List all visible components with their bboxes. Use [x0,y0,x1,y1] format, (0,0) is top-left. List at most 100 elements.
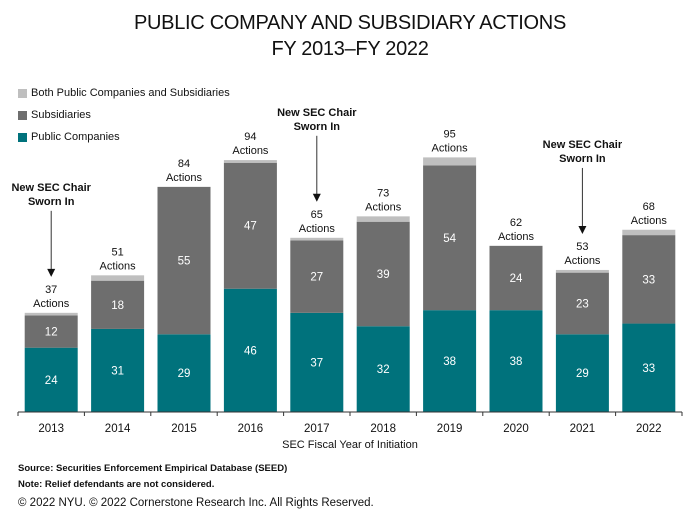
total-value-label: 53 [576,241,588,253]
bar-segment-subsidiaries [24,315,78,348]
bar-segment-both-public-companies-and-subsidiaries [356,216,410,222]
total-suffix-label: Actions [232,145,269,157]
bar-segment-both-public-companies-and-subsidiaries [223,160,277,163]
bar-segment-public-companies [356,326,410,412]
bar-segment-subsidiaries [223,162,277,289]
copyright: © 2022 NYU. © 2022 Cornerstone Research … [18,497,374,509]
annotation-arrow-head [47,268,56,277]
total-value-label: 94 [244,131,256,143]
total-suffix-label: Actions [166,172,203,184]
subtitle-line: FY 2013–FY 2022 [271,38,429,60]
segment-value-label: 33 [642,363,655,375]
x-tick-label: 2016 [238,423,264,435]
total-value-label: 68 [643,201,655,213]
segment-value-label: 24 [510,273,523,285]
bar-segment-both-public-companies-and-subsidiaries [290,237,344,241]
segment-value-label: 18 [111,300,124,312]
x-tick-label: 2022 [636,423,662,435]
bar-segment-both-public-companies-and-subsidiaries [555,269,609,273]
segment-value-label: 37 [310,357,323,369]
segment-value-label: 54 [443,233,456,245]
annotation-arrow-head [578,225,587,234]
x-axis-label: SEC Fiscal Year of Initiation [282,439,418,451]
bar-segment-subsidiaries [622,235,676,324]
segment-value-label: 39 [377,269,390,281]
note: Note: Relief defendants are not consider… [18,479,215,490]
x-tick-label: 2021 [570,423,596,435]
x-tick-label: 2013 [38,423,64,435]
x-tick-label: 2019 [437,423,463,435]
total-suffix-label: Actions [365,201,402,213]
bar-segment-public-companies [622,323,676,412]
legend: Both Public Companies and Subsidiaries S… [18,82,230,148]
segment-value-label: 55 [178,256,191,268]
segment-value-label: 12 [45,327,58,339]
segment-value-label: 27 [310,272,323,284]
bar-segment-public-companies [223,288,277,412]
bar-segment-subsidiaries [555,272,609,335]
annotation-line2: Sworn In [28,196,75,208]
segment-value-label: 29 [576,368,589,380]
segment-value-label: 33 [642,274,655,286]
legend-item-both: Both Public Companies and Subsidiaries [18,82,230,104]
bar-segment-subsidiaries [489,245,543,311]
bar-segment-both-public-companies-and-subsidiaries [622,229,676,236]
bar-segment-subsidiaries [423,165,477,311]
bar-segment-public-companies [489,310,543,412]
chart-title: PUBLIC COMPANY AND SUBSIDIARY ACTIONS FY… [0,10,700,62]
bar-segment-public-companies [555,334,609,412]
total-suffix-label: Actions [33,298,70,310]
bar-segment-subsidiaries [91,280,145,329]
x-tick-label: 2018 [370,423,396,435]
segment-value-label: 46 [244,345,257,357]
legend-label: Public Companies [31,131,120,143]
total-suffix-label: Actions [498,231,535,243]
x-tick-label: 2017 [304,423,330,435]
total-value-label: 95 [443,128,455,140]
source-note: Source: Securities Enforcement Empirical… [18,463,288,474]
total-value-label: 73 [377,187,389,199]
total-suffix-label: Actions [432,142,469,154]
total-suffix-label: Actions [100,260,137,272]
total-value-label: 84 [178,158,190,170]
total-suffix-label: Actions [631,215,668,227]
total-suffix-label: Actions [299,223,336,235]
bar-segment-subsidiaries [356,221,410,327]
legend-swatch [18,132,27,142]
segment-value-label: 29 [178,368,191,380]
total-value-label: 51 [111,246,123,258]
bar-segment-public-companies [423,310,477,412]
x-tick-label: 2015 [171,423,197,435]
annotation-arrow-head [312,193,321,202]
annotation-line2: Sworn In [294,121,341,133]
annotation-line2: Sworn In [559,153,606,165]
bar-segment-public-companies [24,347,78,412]
legend-item-subsidiaries: Subsidiaries [18,104,230,126]
segment-value-label: 23 [576,298,589,310]
bar-segment-both-public-companies-and-subsidiaries [423,157,477,166]
bar-segment-public-companies [157,334,211,412]
legend-label: Both Public Companies and Subsidiaries [31,87,230,99]
bar-segment-subsidiaries [290,240,344,313]
x-tick-label: 2014 [105,423,131,435]
segment-value-label: 38 [510,356,523,368]
total-value-label: 62 [510,217,522,229]
segment-value-label: 38 [443,356,456,368]
total-suffix-label: Actions [564,255,601,267]
bar-segment-subsidiaries [157,186,211,335]
segment-value-label: 24 [45,375,58,387]
bar-segment-public-companies [91,328,145,412]
annotation-line1: New SEC Chair [543,139,623,151]
segment-value-label: 31 [111,365,124,377]
segment-value-label: 47 [244,221,257,233]
segment-value-label: 32 [377,364,390,376]
annotation-line1: New SEC Chair [277,107,357,119]
total-value-label: 37 [45,284,57,296]
legend-item-public: Public Companies [18,126,230,148]
total-value-label: 65 [311,209,323,221]
bar-segment-both-public-companies-and-subsidiaries [91,275,145,281]
legend-swatch [18,110,27,120]
annotation-line1: New SEC Chair [11,182,91,194]
title-line: PUBLIC COMPANY AND SUBSIDIARY ACTIONS [134,12,566,34]
